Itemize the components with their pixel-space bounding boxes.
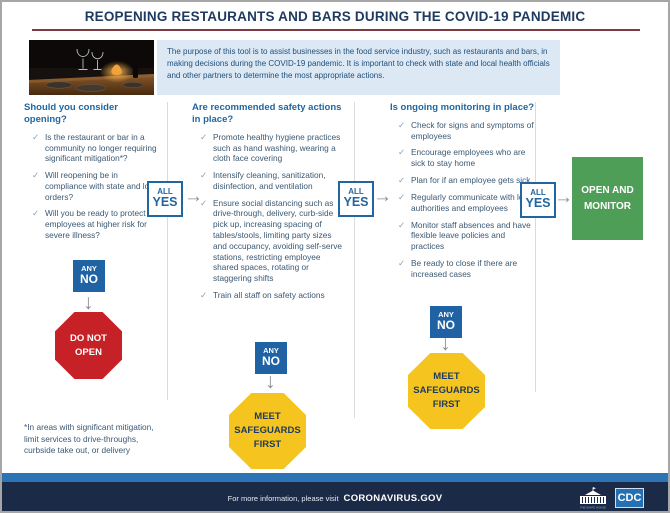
arrow-down-icon: ↓ [83, 291, 94, 314]
checklist-item: ✓ Will you be ready to protect employees… [32, 208, 147, 240]
checkmark-icon: ✓ [398, 257, 406, 268]
checkmark-icon: ✓ [32, 208, 40, 219]
any-no-badge: ANY NO [73, 260, 105, 292]
arrow-right-icon: → [554, 187, 573, 208]
checklist-item: ✓ Encourage employees who are sick to st… [398, 147, 526, 169]
checklist-item: ✓ Will reopening be in compliance with s… [32, 170, 160, 202]
checkmark-icon: ✓ [398, 192, 406, 203]
column-heading: Is ongoing monitoring in place? [390, 102, 535, 113]
checklist-item: ✓ Be ready to close if there are increas… [398, 257, 518, 279]
footer-accent-stripe [2, 473, 668, 482]
mitigation-footnote: *In areas with significant mitigation, l… [24, 422, 154, 456]
column-ongoing-monitoring: Is ongoing monitoring in place? ✓ Check … [390, 102, 538, 286]
column-heading: Should you consider opening? [24, 102, 118, 125]
intro-text: The purpose of this tool is to assist bu… [157, 40, 560, 95]
footer-info: For more information, please visit CORONA… [227, 493, 443, 504]
column-safety-actions: Are recommended safety actions in place?… [192, 102, 342, 307]
checkmark-icon: ✓ [200, 131, 208, 142]
all-yes-badge: ALL YES [338, 181, 374, 217]
any-no-badge: ANY NO [255, 342, 287, 374]
arrow-down-icon: ↓ [265, 370, 276, 393]
column-divider [535, 102, 536, 392]
checklist-item: ✓ Monitor staff absences and have flexib… [398, 219, 531, 252]
checklist-item: ✓ Train all staff on safety actions [200, 289, 325, 300]
checkmark-icon: ✓ [200, 170, 208, 181]
checkmark-icon: ✓ [200, 197, 208, 208]
arrow-right-icon: → [373, 186, 392, 207]
checklist-item: ✓ Promote healthy hygiene practices such… [200, 131, 341, 164]
checklist-item: ✓ Regularly communicate with local autho… [398, 192, 535, 213]
coronavirus-gov-link[interactable]: CORONAVIRUS.GOV [343, 493, 443, 504]
column-divider [167, 102, 168, 400]
checkmark-icon: ✓ [398, 119, 406, 130]
page-title: REOPENING RESTAURANTS AND BARS DURING TH… [84, 9, 586, 24]
checklist-item: ✓ Is the restaurant or bar in a communit… [32, 131, 157, 164]
checklist-item: ✓ Ensure social distancing such as drive… [200, 197, 342, 284]
meet-safeguards-sign: MEET SAFEGUARDS FIRST [408, 353, 485, 429]
checklist-item: ✓ Intensify cleaning, sanitization, disi… [200, 170, 326, 191]
white-house-label: THE WHITE HOUSE [580, 506, 606, 510]
checklist-item: ✓ Check for signs and symptoms of employ… [398, 119, 534, 141]
all-yes-badge: ALL YES [520, 182, 556, 218]
do-not-open-sign: DO NOT OPEN [55, 312, 122, 379]
any-no-badge: ANY NO [430, 306, 462, 338]
checkmark-icon: ✓ [32, 131, 40, 142]
column-divider [354, 102, 355, 418]
cdc-logo: CDC [615, 488, 644, 508]
arrow-right-icon: → [184, 186, 203, 207]
arrow-down-icon: ↓ [440, 332, 451, 355]
checklist-item: ✓ Plan for if an employee gets sick [398, 175, 531, 185]
column-consider-opening: Should you consider opening? ✓ Is the re… [24, 102, 162, 247]
checkmark-icon: ✓ [398, 147, 406, 158]
all-yes-badge: ALL YES [147, 181, 183, 217]
white-house-logo: THE WHITE HOUSE [576, 487, 610, 510]
footer-bar: For more information, please visit CORONA… [2, 482, 668, 511]
checkmark-icon: ✓ [200, 289, 208, 300]
title-divider [32, 29, 640, 31]
checkmark-icon: ✓ [32, 170, 40, 181]
meet-safeguards-sign: MEET SAFEGUARDS FIRST [229, 393, 306, 469]
restaurant-photo [29, 40, 154, 95]
column-heading: Are recommended safety actions in place? [192, 102, 342, 125]
checkmark-icon: ✓ [398, 175, 406, 185]
checkmark-icon: ✓ [398, 219, 406, 230]
open-and-monitor-sign: OPEN AND MONITOR [572, 157, 643, 240]
